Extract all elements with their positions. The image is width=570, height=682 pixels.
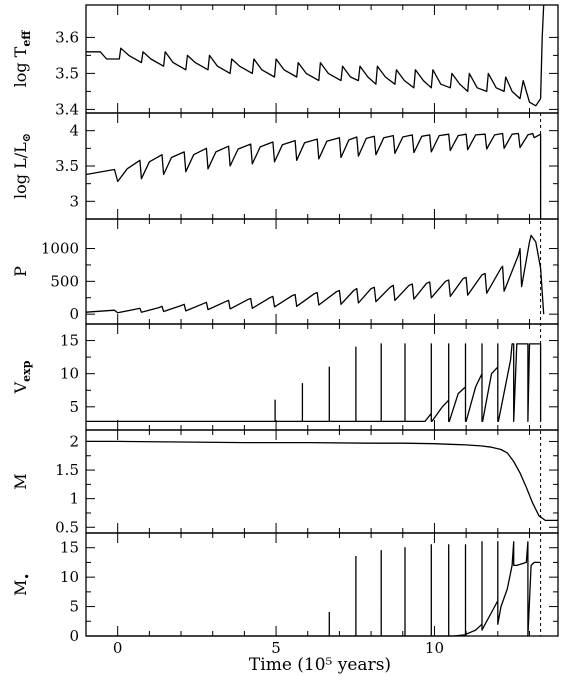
y-axis-label: M (11, 473, 30, 489)
y-tick-label: 1 (69, 490, 79, 508)
y-tick-label: 10 (60, 568, 79, 586)
x-axis-label: Time (10⁵ years) (249, 655, 391, 675)
y-tick-label: 5 (69, 598, 79, 616)
y-axis-label: log L/L⊙ (11, 133, 33, 199)
series-line (85, 132, 542, 219)
y-tick-label: 1000 (41, 240, 79, 258)
x-tick-label-0: 0 (113, 639, 123, 657)
y-tick-label: 0 (69, 305, 79, 323)
y-axis-label: M• (11, 573, 34, 596)
series-line (86, 4, 545, 107)
panel-1: 3 3.5 4 log L/L⊙ (11, 112, 559, 220)
panel-frame (85, 112, 559, 220)
series-line (86, 541, 541, 637)
y-tick-label: 3.5 (55, 64, 79, 82)
x-tick-label-5: 5 (271, 639, 281, 657)
x-tick-label-10: 10 (425, 639, 444, 657)
x-axis: 0 5 10 Time (10⁵ years) (113, 639, 444, 675)
y-tick-label: 4 (69, 122, 79, 140)
y-tick-label: 500 (50, 272, 79, 290)
y-tick-label: 3.4 (55, 100, 79, 118)
panel-frame (85, 4, 559, 114)
y-tick-label: 3.5 (55, 157, 79, 175)
y-axis-label: P (11, 266, 30, 277)
y-axis-label: Vexp (11, 360, 33, 394)
y-tick-label: 3.6 (55, 28, 79, 46)
panels: 3.4 3.5 3.6 log Teff 3 3.5 4 log L/L⊙ 0 500 1000 P 5… (11, 4, 559, 645)
panel-4: 0.5 1 1.5 2 M (11, 429, 559, 536)
series-line (85, 234, 545, 315)
panel-3: 5 10 15 Vexp (11, 323, 559, 431)
panel-frame (85, 429, 559, 534)
panel-frame (85, 323, 559, 431)
series-line (86, 440, 558, 522)
y-axis-label: log Teff (11, 30, 33, 88)
y-tick-label: 15 (60, 539, 79, 557)
y-tick-label: 3 (69, 192, 79, 210)
panel-0: 3.4 3.5 3.6 log Teff (11, 4, 559, 118)
y-tick-label: 5 (69, 398, 79, 416)
y-tick-label: 15 (60, 332, 79, 350)
panel-5: 0 5 10 15 M• (11, 532, 559, 645)
y-tick-label: 10 (60, 365, 79, 383)
y-tick-label: 1.5 (55, 461, 79, 479)
panel-2: 0 500 1000 P (11, 218, 559, 325)
y-tick-label: 0 (69, 627, 79, 645)
y-tick-label: 0.5 (55, 518, 79, 536)
series-line (86, 343, 542, 423)
y-tick-label: 2 (69, 432, 79, 450)
